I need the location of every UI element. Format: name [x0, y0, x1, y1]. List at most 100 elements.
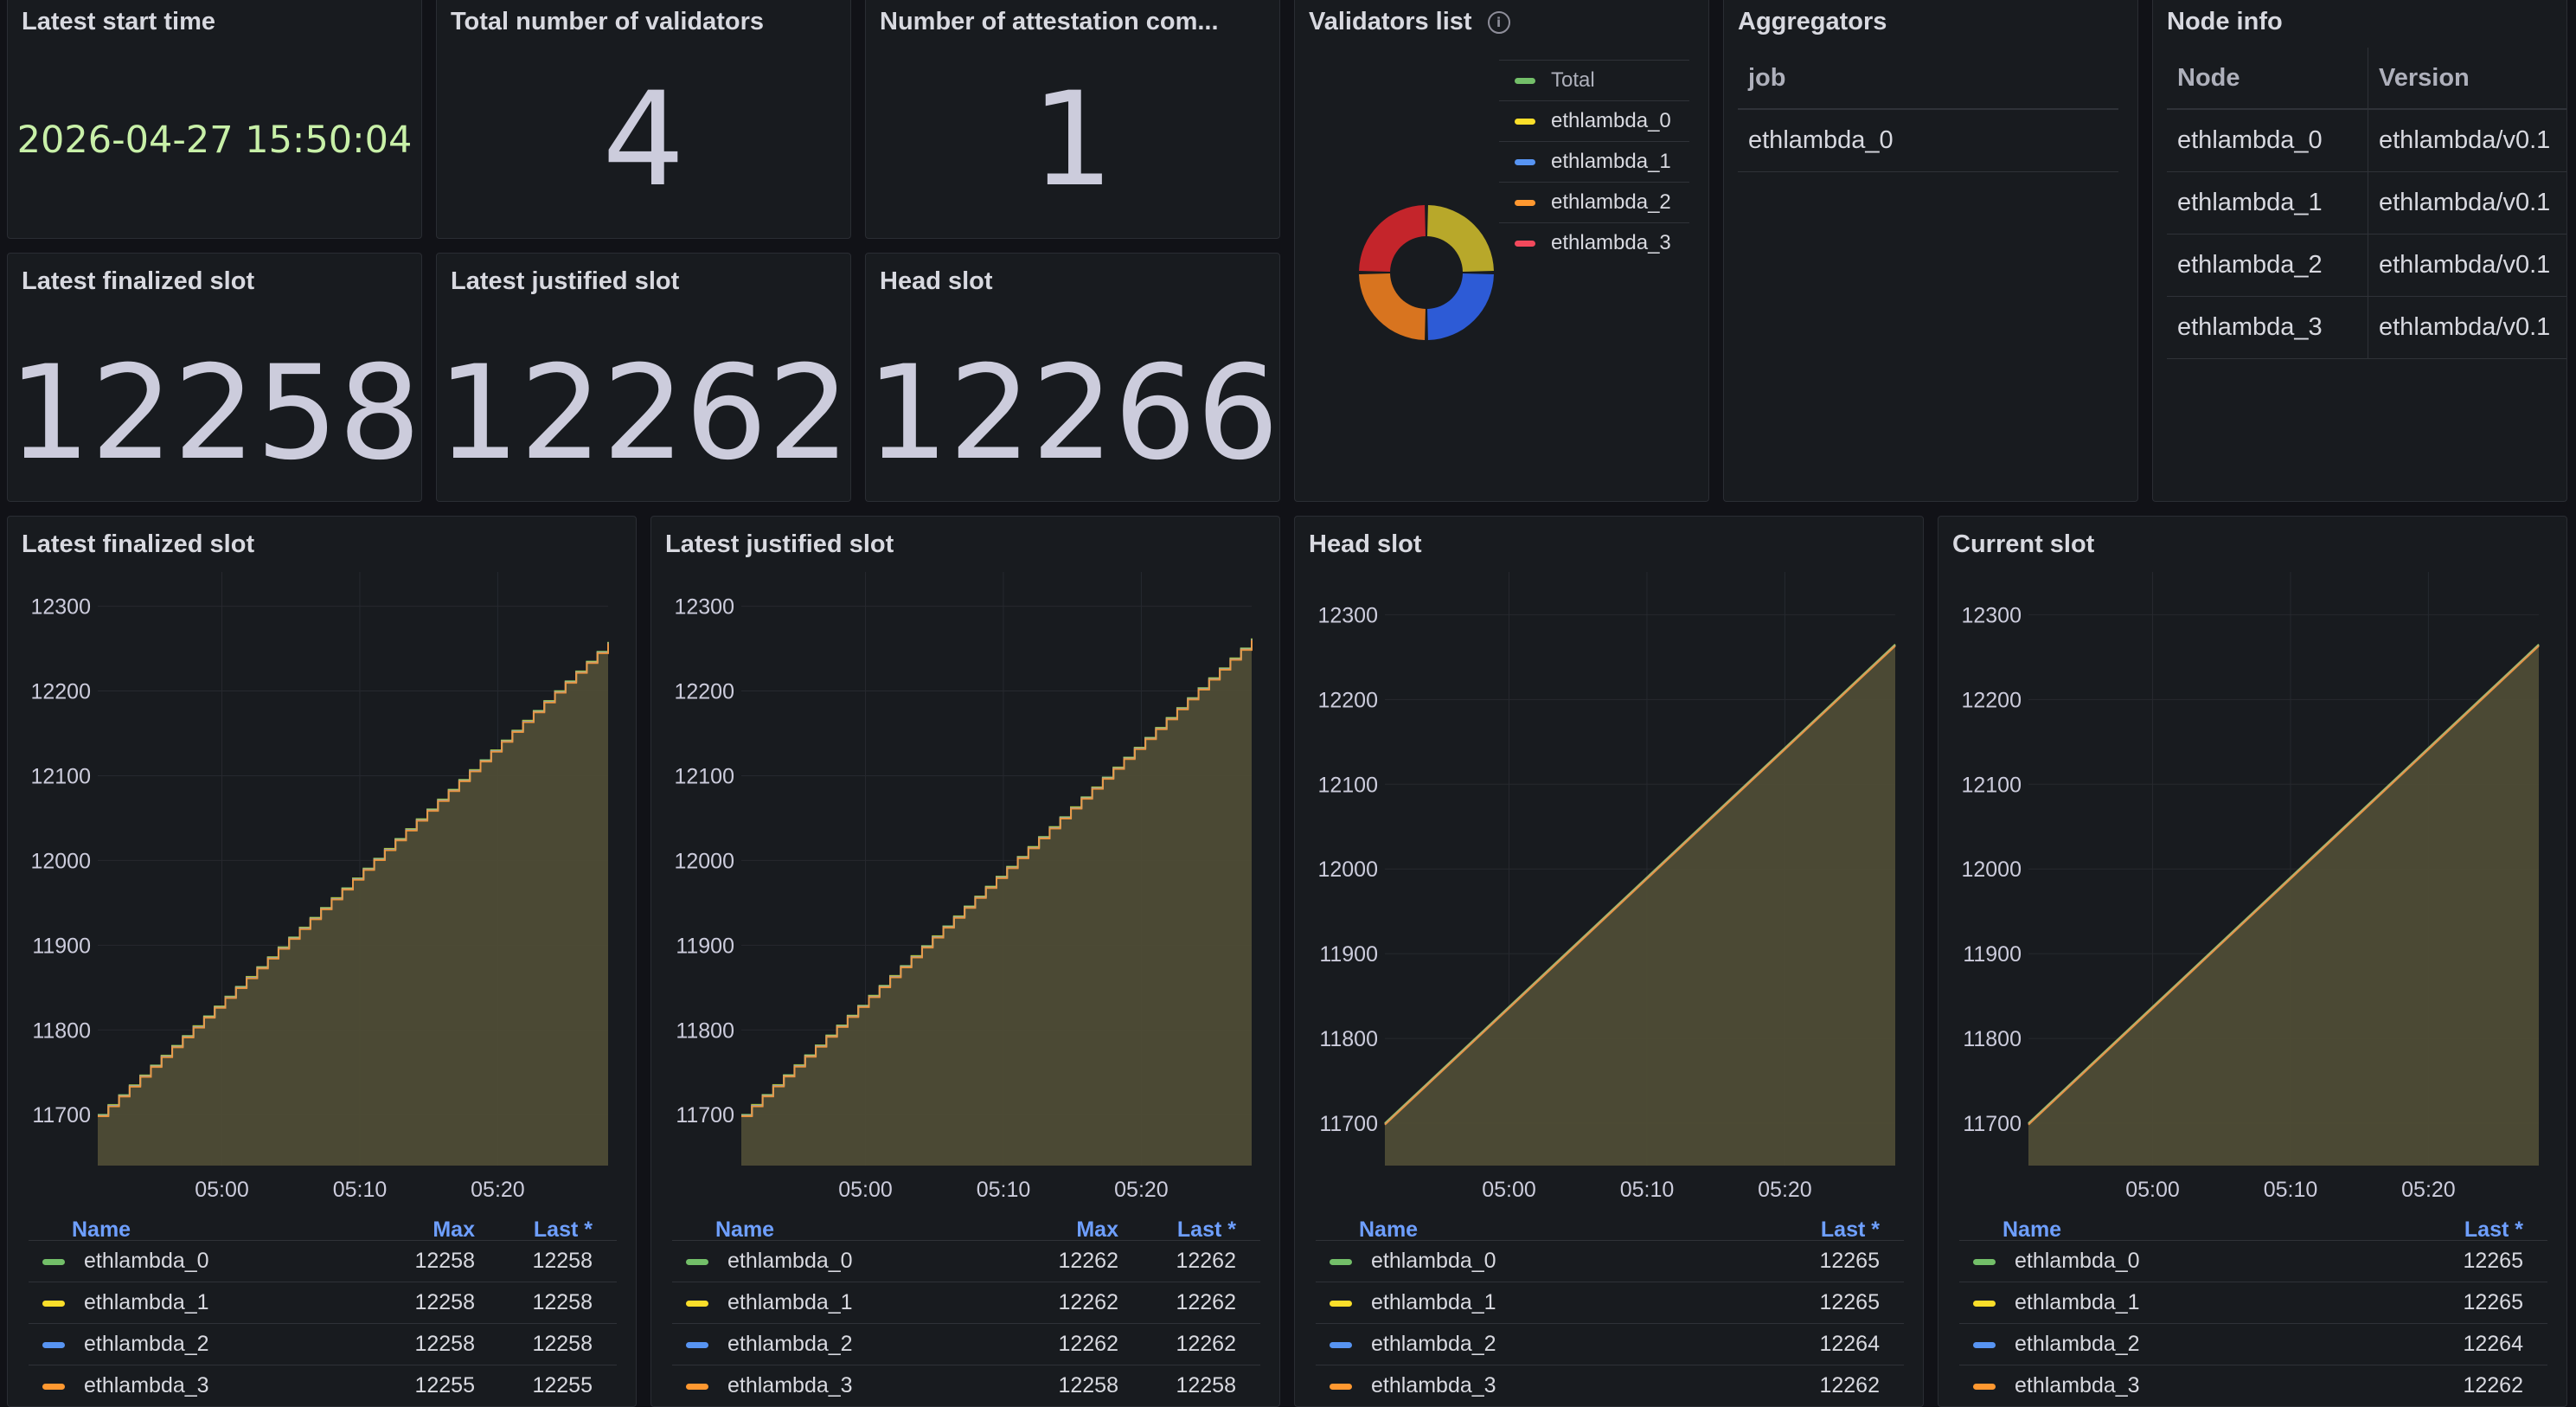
panel-title: Total number of validators [451, 8, 765, 35]
legend-row[interactable]: ethlambda_1 12265 [1316, 1282, 1904, 1322]
column-header-node[interactable]: Node [2167, 48, 2368, 110]
panel-latest-finalized-stat[interactable]: Latest finalized slot 12258 [7, 253, 422, 502]
legend-last-value: 12262 [2463, 1373, 2523, 1397]
legend-last-value: 12262 [1819, 1373, 1880, 1397]
legend-swatch [1330, 1341, 1352, 1348]
panel-validators-list[interactable]: Validators list i Total ethlambda_0 ethlamb… [1294, 0, 1709, 502]
legend-series-name: ethlambda_0 [1371, 1249, 1496, 1273]
pie-slice-ethlambda_0[interactable] [1427, 205, 1494, 272]
y-tick-label: 12200 [30, 680, 91, 704]
legend-header-last[interactable]: Last * [1820, 1217, 1880, 1242]
validators-legend: Total ethlambda_0 ethlambda_1 ethlambda_2 et… [1499, 60, 1689, 285]
panel-aggregators[interactable]: Aggregators job ethlambda_0 [1723, 0, 2138, 502]
series-line-ethlambda_3[interactable] [741, 639, 1253, 1118]
legend-header-name[interactable]: Name [2002, 1217, 2062, 1242]
legend-last-value: 12265 [2463, 1290, 2523, 1314]
legend-series-name: ethlambda_3 [1371, 1373, 1496, 1397]
table-row[interactable]: ethlambda_1 ethlambda/v0.1 [2167, 171, 2566, 234]
series-line-ethlambda_3[interactable] [2028, 645, 2540, 1126]
x-tick-label: 05:20 [1114, 1178, 1169, 1202]
legend-header-last[interactable]: Last * [1176, 1217, 1236, 1242]
legend-series-name: ethlambda_2 [84, 1332, 209, 1356]
legend-row[interactable]: ethlambda_1 12262 12262 [672, 1282, 1260, 1322]
legend-header-max[interactable]: Max [433, 1217, 475, 1242]
legend-row[interactable]: ethlambda_3 12262 [1959, 1365, 2547, 1405]
legend-row[interactable]: ethlambda_0 12265 [1316, 1240, 1904, 1281]
legend-max-value: 12262 [1058, 1249, 1118, 1273]
pie-slice-ethlambda_1[interactable] [1427, 273, 1494, 340]
legend-row[interactable]: ethlambda_0 12258 12258 [29, 1240, 617, 1281]
legend-max-value: 12255 [414, 1373, 475, 1397]
legend-header-last[interactable]: Last * [2464, 1217, 2523, 1242]
table-row[interactable]: ethlambda_0 [1738, 109, 2118, 172]
pie-slice-ethlambda_2[interactable] [1359, 273, 1426, 340]
legend-row[interactable]: ethlambda_2 12264 [1316, 1323, 1904, 1364]
legend-item[interactable]: ethlambda_0 [1499, 100, 1689, 141]
x-tick-label: 05:10 [2264, 1178, 2318, 1202]
cell-node: ethlambda_0 [2167, 109, 2368, 172]
y-tick-label: 12100 [30, 764, 91, 788]
legend-row[interactable]: ethlambda_1 12265 [1959, 1282, 2547, 1322]
current-slot-legend: Name Last * ethlambda_0 12265 ethlambda_1 122… [1938, 1209, 2566, 1406]
panel-title: Head slot [1309, 530, 1422, 558]
legend-row[interactable]: ethlambda_0 12262 12262 [672, 1240, 1260, 1281]
panel-total-validators[interactable]: Total number of validators 4 [436, 0, 851, 239]
legend-row[interactable]: ethlambda_1 12258 12258 [29, 1282, 617, 1322]
legend-swatch [42, 1258, 65, 1265]
legend-swatch [1515, 78, 1535, 85]
legend-item[interactable]: ethlambda_1 [1499, 141, 1689, 182]
justified-slot-value: 12262 [437, 338, 850, 489]
panel-latest-justified-timeseries[interactable]: Latest justified slot 12300 12200 12100 120… [650, 516, 1280, 1407]
legend-swatch [42, 1300, 65, 1307]
table-row[interactable]: ethlambda_2 ethlambda/v0.1 [2167, 234, 2566, 297]
column-header-version[interactable]: Version [2368, 48, 2566, 110]
legend-last-value: 12262 [1176, 1332, 1236, 1356]
legend-last-value: 12264 [2463, 1332, 2523, 1356]
legend-series-name: ethlambda_2 [2015, 1332, 2140, 1356]
table-row[interactable]: ethlambda_0 ethlambda/v0.1 [2167, 109, 2566, 172]
legend-swatch [42, 1383, 65, 1390]
legend-swatch [686, 1258, 708, 1265]
cell-job: ethlambda_0 [1738, 109, 2118, 172]
legend-header-name[interactable]: Name [72, 1217, 131, 1242]
panel-latest-finalized-timeseries[interactable]: Latest finalized slot 12300 12200 12100 120… [7, 516, 637, 1407]
current-slot-chart: 12300 12200 12100 12000 11900 11800 11700 05:00… [1961, 572, 2540, 1202]
legend-row[interactable]: ethlambda_0 12265 [1959, 1240, 2547, 1281]
y-tick-label: 12000 [674, 849, 734, 873]
legend-header-name[interactable]: Name [715, 1217, 775, 1242]
legend-row[interactable]: ethlambda_3 12255 12255 [29, 1365, 617, 1405]
series-line-ethlambda_3[interactable] [1384, 645, 1896, 1126]
legend-item[interactable]: Total [1499, 60, 1689, 100]
legend-header-max[interactable]: Max [1076, 1217, 1118, 1242]
legend-series-name: ethlambda_0 [727, 1249, 853, 1273]
panel-node-info[interactable]: Node info Node Version ethlambda_0 ethlam… [2152, 0, 2567, 502]
column-header-job[interactable]: job [1738, 48, 2118, 110]
legend-series-name: ethlambda_1 [84, 1290, 209, 1314]
legend-series-name: ethlambda_3 [84, 1373, 209, 1397]
legend-header-last[interactable]: Last * [533, 1217, 593, 1242]
justified-slot-legend: Name Max Last * ethlambda_0 12262 12262 ethlam… [651, 1209, 1279, 1406]
pie-slice-ethlambda_3[interactable] [1359, 205, 1426, 272]
legend-row[interactable]: ethlambda_2 12258 12258 [29, 1323, 617, 1364]
panel-title: Latest start time [22, 8, 216, 35]
panel-latest-justified-stat[interactable]: Latest justified slot 12262 [436, 253, 851, 502]
legend-swatch [1330, 1300, 1352, 1307]
panel-head-slot-timeseries[interactable]: Head slot 12300 12200 12100 12000 11900 11800… [1294, 516, 1924, 1407]
table-row[interactable]: ethlambda_3 ethlambda/v0.1 [2167, 296, 2566, 359]
panel-head-slot-stat[interactable]: Head slot 12266 [865, 253, 1280, 502]
legend-last-value: 12258 [1176, 1373, 1236, 1397]
legend-header-name[interactable]: Name [1359, 1217, 1419, 1242]
legend-row[interactable]: ethlambda_3 12258 12258 [672, 1365, 1260, 1405]
info-icon[interactable]: i [1487, 11, 1510, 35]
panel-latest-start-time[interactable]: Latest start time 2026-04-27 15:50:04 [7, 0, 422, 239]
panel-current-slot-timeseries[interactable]: Current slot 12300 12200 12100 12000 11900 11… [1938, 516, 2567, 1407]
legend-item[interactable]: ethlambda_3 [1499, 222, 1689, 263]
series-area [98, 641, 608, 1166]
legend-item[interactable]: ethlambda_2 [1499, 182, 1689, 222]
series-line-ethlambda_3[interactable] [98, 643, 609, 1118]
legend-row[interactable]: ethlambda_3 12262 [1316, 1365, 1904, 1405]
legend-row[interactable]: ethlambda_2 12264 [1959, 1323, 2547, 1364]
y-tick-label: 11900 [1963, 942, 2022, 967]
panel-attestation-committees[interactable]: Number of attestation com... 1 [865, 0, 1280, 239]
legend-row[interactable]: ethlambda_2 12262 12262 [672, 1323, 1260, 1364]
